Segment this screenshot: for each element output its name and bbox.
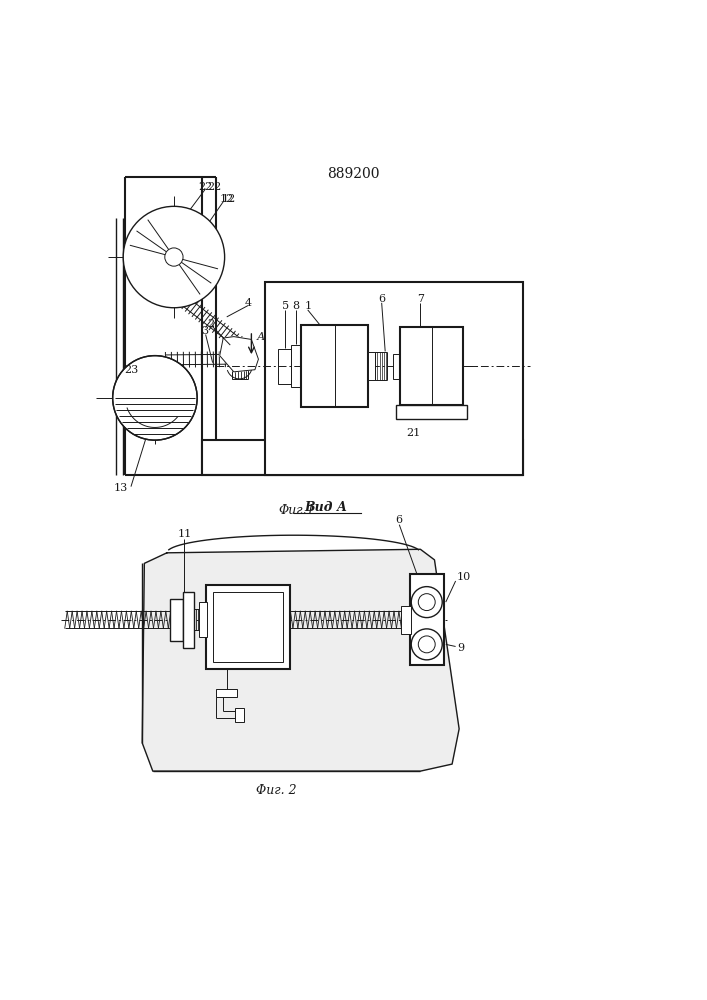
Text: 889200: 889200 [327, 167, 380, 181]
Bar [235, 708, 245, 722]
Text: 22: 22 [199, 182, 213, 192]
Text: 3: 3 [201, 326, 208, 336]
Text: 12: 12 [220, 194, 234, 204]
Bar [402, 606, 411, 634]
Bar [278, 349, 291, 384]
Text: 9: 9 [457, 643, 464, 653]
Text: 6: 6 [396, 515, 403, 525]
Text: 2: 2 [208, 319, 215, 329]
Text: 11: 11 [177, 529, 192, 539]
Text: А: А [257, 332, 264, 342]
Polygon shape [220, 337, 259, 372]
Text: 13: 13 [114, 483, 128, 493]
Polygon shape [142, 549, 459, 771]
Circle shape [411, 629, 443, 660]
Circle shape [123, 206, 225, 308]
Bar [301, 325, 368, 407]
Bar [400, 327, 463, 405]
Bar [410, 574, 443, 665]
Text: 5: 5 [281, 301, 288, 311]
Bar [206, 585, 290, 669]
Text: 12: 12 [222, 194, 236, 204]
Bar [368, 352, 375, 380]
Text: 23: 23 [124, 365, 139, 375]
Text: 1: 1 [304, 301, 311, 311]
Text: 22: 22 [208, 182, 222, 192]
Text: 21: 21 [407, 428, 421, 438]
Bar [199, 602, 207, 637]
Bar [393, 354, 400, 379]
Text: 4: 4 [245, 298, 252, 308]
Text: 7: 7 [417, 294, 424, 304]
Circle shape [411, 587, 443, 618]
Bar [291, 345, 301, 387]
Circle shape [165, 248, 183, 266]
Bar [170, 599, 183, 641]
Bar [213, 592, 283, 662]
Circle shape [112, 356, 197, 440]
Bar [216, 689, 238, 697]
Bar [265, 282, 522, 475]
Text: 8: 8 [292, 301, 299, 311]
Text: Φиг. 2: Φиг. 2 [256, 784, 296, 797]
Text: 6: 6 [378, 294, 385, 304]
Text: 10: 10 [457, 572, 472, 582]
Bar [183, 592, 194, 648]
Text: Φиг.1: Φиг.1 [279, 504, 315, 517]
Bar [397, 405, 467, 419]
Bar [202, 440, 522, 475]
Text: Вид А: Вид А [304, 501, 347, 514]
